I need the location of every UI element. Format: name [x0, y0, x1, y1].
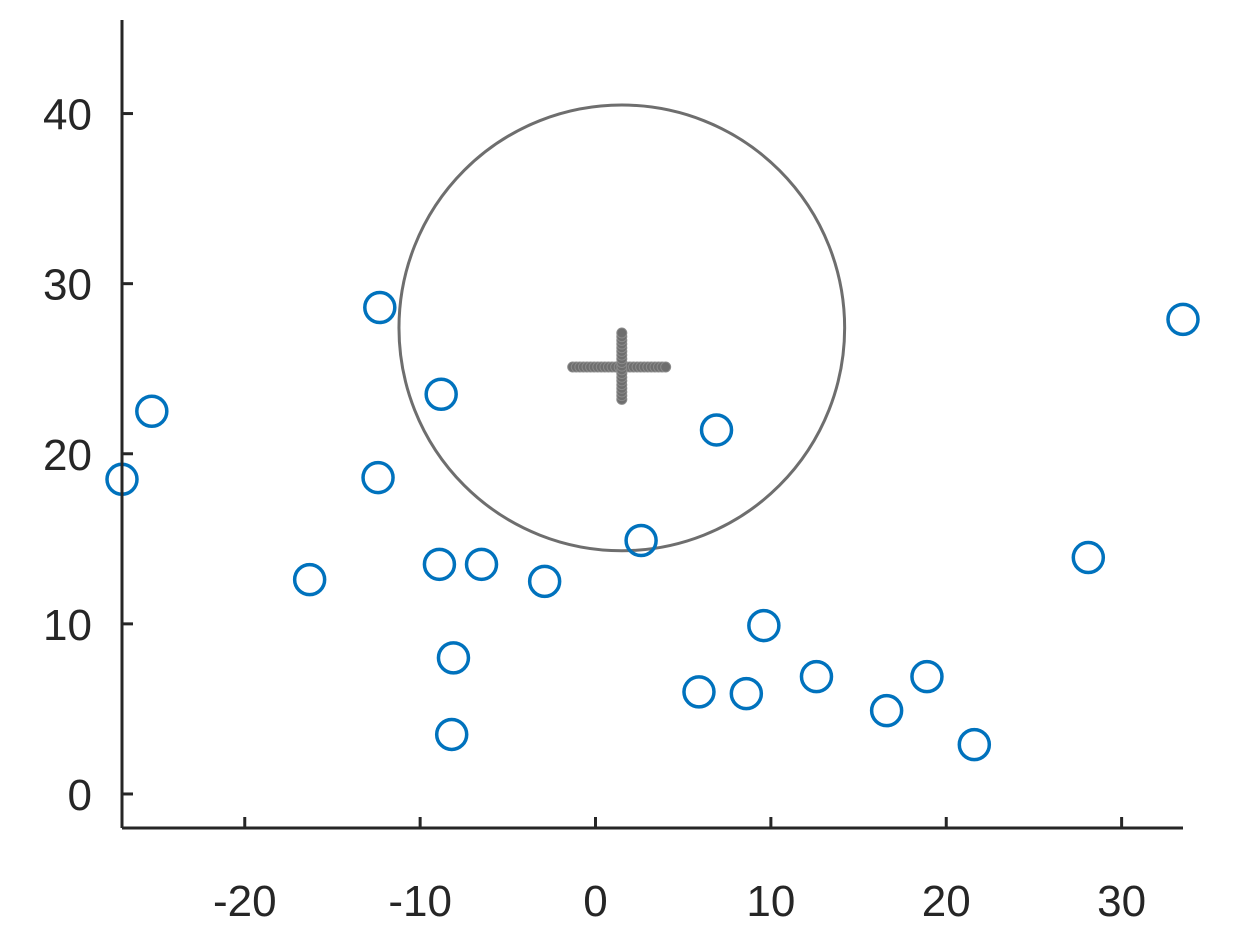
- data-point: [363, 290, 397, 325]
- data-point: [135, 394, 169, 428]
- y-tick-label: 20: [43, 431, 92, 480]
- axes: -20 -10 0 10 20 30 0 10 20 30 40: [43, 20, 1183, 926]
- data-point: [869, 693, 904, 728]
- x-tick-label: 10: [746, 877, 795, 926]
- data-point: [624, 523, 658, 558]
- data-point: [957, 727, 992, 762]
- data-point: [910, 659, 944, 694]
- data-point: [292, 562, 327, 597]
- data-point: [422, 547, 457, 582]
- data-point: [699, 413, 734, 447]
- y-tick-label: 0: [68, 771, 92, 820]
- x-tick-label: -20: [213, 877, 277, 926]
- data-point: [527, 564, 562, 599]
- x-tick-label: -10: [388, 877, 452, 926]
- data-point: [436, 641, 471, 675]
- cross-dot: [660, 361, 672, 373]
- x-tick-label: 30: [1097, 877, 1146, 926]
- y-tick-label: 10: [43, 601, 92, 650]
- data-point: [747, 608, 781, 643]
- y-tick-label: 30: [43, 261, 92, 310]
- data-point: [799, 659, 834, 694]
- scatter-series: [105, 290, 1200, 762]
- data-point: [1166, 302, 1200, 337]
- data-point: [361, 460, 395, 495]
- data-point: [682, 675, 716, 709]
- y-tick-label: 40: [43, 91, 92, 140]
- x-tick-label: 20: [922, 877, 971, 926]
- data-point: [729, 676, 764, 711]
- center-cross: [567, 327, 672, 405]
- x-tick-label: 0: [583, 877, 607, 926]
- cross-dot: [616, 327, 628, 339]
- plot-marks: [105, 103, 1200, 762]
- region-circle: [397, 103, 847, 553]
- data-point: [464, 547, 499, 582]
- data-point: [424, 377, 458, 411]
- data-point: [1071, 540, 1106, 575]
- data-point: [434, 717, 469, 752]
